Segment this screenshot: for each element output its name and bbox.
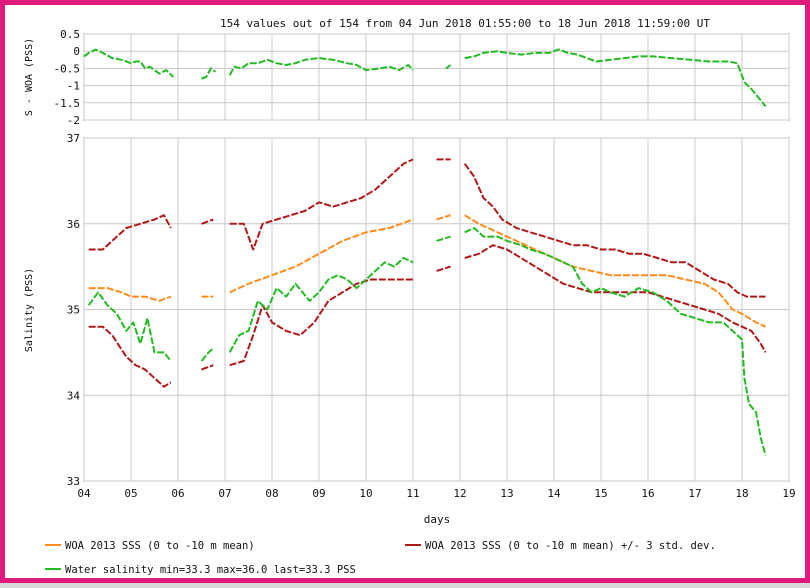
chart-canvas: 154 values out of 154 from 04 Jun 2018 0… bbox=[24, 17, 796, 576]
x-tick-label: 12 bbox=[453, 487, 466, 500]
y-tick-label: 33 bbox=[67, 475, 80, 488]
main-x-axis-label: days bbox=[424, 513, 451, 526]
x-tick-label: 08 bbox=[265, 487, 278, 500]
x-tick-label: 17 bbox=[688, 487, 701, 500]
series-line-woa-2013-sss-0-to-10-m-m bbox=[463, 163, 766, 298]
series-line-series-0 bbox=[445, 64, 452, 70]
main-y-ticks: 33 34 35 36 37 bbox=[67, 132, 81, 488]
y-tick-label: -2 bbox=[67, 114, 80, 127]
legend-item-woa-mean: WOA 2013 SSS (0 to -10 m mean) bbox=[45, 540, 255, 552]
main-panel: 33 34 35 36 37 04 05 06 07 08 09 10 11 12 13 14 15 16 17 1… bbox=[24, 132, 796, 526]
x-tick-label: 18 bbox=[735, 487, 748, 500]
y-tick-label: 34 bbox=[67, 389, 81, 402]
top-plot-area bbox=[83, 33, 790, 121]
series-line-water-salinity-min-33-3- bbox=[200, 347, 214, 362]
series-line-woa-2013-sss-0-to-10-m-m bbox=[229, 158, 414, 251]
x-tick-label: 16 bbox=[641, 487, 654, 500]
series-line-series-0 bbox=[83, 48, 175, 78]
series-line-woa-2013-sss-0-to-10-m-m bbox=[229, 218, 414, 294]
x-tick-label: 07 bbox=[218, 487, 231, 500]
y-tick-label: 35 bbox=[67, 304, 80, 317]
top-series-group bbox=[83, 48, 767, 107]
x-tick-label: 05 bbox=[124, 487, 137, 500]
series-line-woa-2013-sss-0-to-10-m-m bbox=[464, 244, 767, 353]
legend: WOA 2013 SSS (0 to -10 m mean) WOA 2013 … bbox=[45, 540, 716, 576]
x-tick-label: 15 bbox=[594, 487, 607, 500]
legend-label-water-salinity: Water salinity min=33.3 max=36.0 last=33… bbox=[65, 564, 356, 576]
series-line-woa-2013-sss-0-to-10-m-m bbox=[201, 364, 214, 371]
series-line-water-salinity-min-33-3- bbox=[464, 227, 767, 456]
series-line-series-0 bbox=[464, 48, 767, 107]
x-tick-label: 10 bbox=[359, 487, 372, 500]
series-line-woa-2013-sss-0-to-10-m-m bbox=[436, 265, 451, 272]
top-y-axis-label: S - WOA (PSS) bbox=[24, 38, 35, 116]
series-line-woa-2013-sss-0-to-10-m-m bbox=[201, 218, 214, 225]
series-line-series-0 bbox=[228, 57, 414, 76]
y-tick-label: 36 bbox=[67, 218, 80, 231]
series-line-woa-2013-sss-0-to-10-m-m bbox=[229, 278, 413, 367]
main-series-group bbox=[87, 158, 767, 456]
series-line-water-salinity-min-33-3- bbox=[228, 257, 414, 353]
main-x-ticks: 04 05 06 07 08 09 10 11 12 13 14 15 16 17 18 19 bbox=[77, 487, 795, 500]
series-line-woa-2013-sss-0-to-10-m-m bbox=[464, 214, 766, 328]
x-tick-label: 11 bbox=[406, 487, 419, 500]
y-tick-label: -0.5 bbox=[54, 62, 81, 75]
x-tick-label: 13 bbox=[500, 487, 513, 500]
top-y-ticks: 0.5 0 -0.5 -1 -1.5 -2 bbox=[54, 28, 81, 127]
y-tick-label: 37 bbox=[67, 132, 80, 145]
series-line-water-salinity-min-33-3- bbox=[436, 235, 451, 242]
x-tick-label: 06 bbox=[171, 487, 184, 500]
y-tick-label: 0 bbox=[73, 45, 80, 58]
legend-label-woa-mean: WOA 2013 SSS (0 to -10 m mean) bbox=[65, 540, 255, 552]
legend-item-woa-std: WOA 2013 SSS (0 to -10 m mean) +/- 3 std… bbox=[405, 540, 716, 552]
series-line-series-0 bbox=[201, 67, 217, 80]
top-gridlines bbox=[83, 33, 790, 121]
x-tick-label: 19 bbox=[782, 487, 795, 500]
legend-label-woa-std: WOA 2013 SSS (0 to -10 m mean) +/- 3 std… bbox=[425, 540, 716, 552]
legend-item-water-salinity: Water salinity min=33.3 max=36.0 last=33… bbox=[45, 564, 356, 576]
series-line-woa-2013-sss-0-to-10-m-m bbox=[88, 214, 172, 251]
x-tick-label: 04 bbox=[77, 487, 91, 500]
series-line-water-salinity-min-33-3- bbox=[87, 291, 172, 362]
chart-title: 154 values out of 154 from 04 Jun 2018 0… bbox=[220, 17, 710, 30]
main-y-axis-label: Salinity (PSS) bbox=[24, 268, 35, 352]
top-panel: 154 values out of 154 from 04 Jun 2018 0… bbox=[24, 17, 790, 127]
series-line-woa-2013-sss-0-to-10-m-m bbox=[436, 214, 451, 221]
main-gridlines bbox=[83, 137, 790, 482]
series-line-woa-2013-sss-0-to-10-m-m bbox=[88, 325, 172, 388]
y-tick-label: 0.5 bbox=[60, 28, 80, 41]
x-tick-label: 14 bbox=[547, 487, 561, 500]
x-tick-label: 09 bbox=[312, 487, 325, 500]
series-line-woa-2013-sss-0-to-10-m-m bbox=[88, 287, 172, 302]
y-tick-label: -1.5 bbox=[54, 97, 81, 110]
y-tick-label: -1 bbox=[67, 80, 80, 93]
